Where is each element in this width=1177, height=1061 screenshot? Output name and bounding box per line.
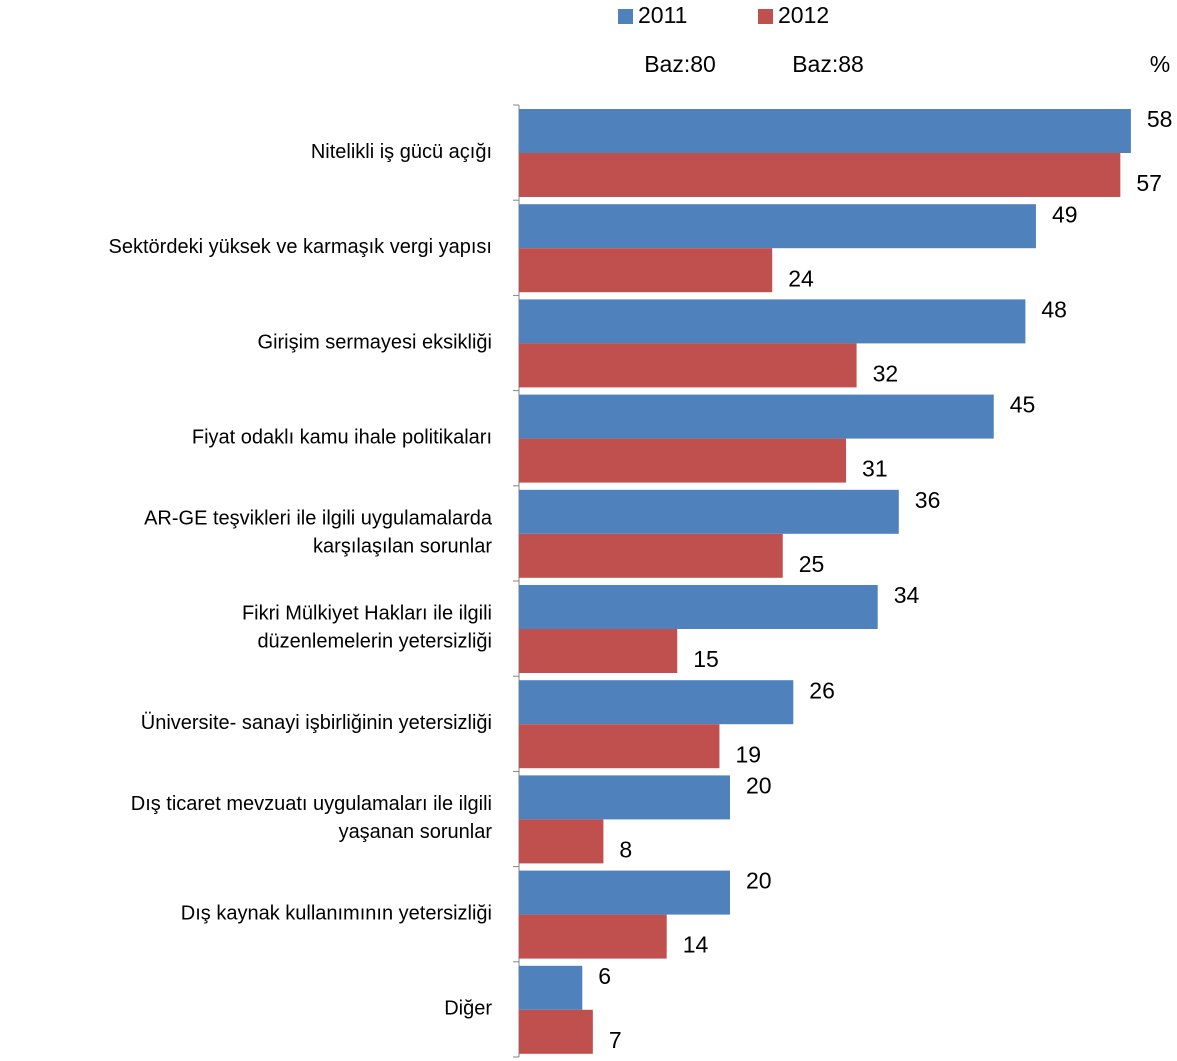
bar	[519, 343, 857, 388]
value-label: 25	[799, 551, 825, 577]
value-label: 14	[683, 932, 709, 958]
bar	[519, 1009, 593, 1054]
value-label: 32	[873, 360, 899, 386]
legend-swatch	[758, 9, 773, 24]
value-label: 48	[1041, 296, 1067, 322]
bar	[519, 489, 899, 534]
category-label: Dış ticaret mevzuatı uygulamaları ile il…	[131, 793, 493, 843]
bar	[519, 775, 730, 820]
category-label: Dış kaynak kullanımının yetersizliği	[181, 902, 492, 924]
bar	[519, 680, 794, 725]
bar	[519, 914, 667, 959]
bar	[519, 629, 678, 673]
value-label: 15	[693, 646, 719, 672]
category-label: Nitelikli iş gücü açığı	[311, 141, 492, 163]
bar	[519, 109, 1131, 153]
bar	[519, 153, 1121, 197]
bar	[519, 870, 730, 915]
value-label: 7	[609, 1027, 622, 1053]
bar	[519, 204, 1036, 249]
category-label: Sektördeki yüksek ve karmaşık vergi yapı…	[109, 236, 492, 258]
value-label: 45	[1010, 392, 1036, 418]
category-label: Fikri Mülkiyet Hakları ile ilgili düzenle…	[242, 603, 492, 653]
bar	[519, 533, 783, 578]
legend-swatch	[618, 9, 633, 24]
bar	[519, 299, 1026, 344]
unit-label: %	[1150, 51, 1170, 77]
bar	[519, 394, 994, 439]
value-label: 31	[862, 456, 888, 482]
bar	[519, 819, 604, 864]
category-label: Üniversite- sanayi işbirliğinin yetersiz…	[141, 712, 492, 734]
category-label: Fiyat odaklı kamu ihale politikaları	[192, 426, 492, 448]
value-label: 20	[746, 772, 772, 798]
value-label: 58	[1147, 106, 1173, 132]
legend-label: 2011	[638, 2, 687, 28]
bar	[519, 248, 773, 293]
value-label: 57	[1136, 170, 1162, 196]
value-label: 6	[598, 963, 611, 989]
value-label: 20	[746, 868, 772, 894]
value-label: 49	[1052, 201, 1078, 227]
value-label: 36	[915, 487, 941, 513]
legend-label: 2012	[778, 2, 829, 28]
category-label: Diğer	[444, 998, 492, 1020]
category-label: AR-GE teşvikleri ile ilgili uygulamalard…	[144, 508, 493, 558]
value-label: 24	[788, 265, 814, 291]
value-label: 8	[619, 836, 632, 862]
bar	[519, 965, 583, 1010]
bar	[519, 438, 847, 483]
bar	[519, 585, 878, 629]
value-label: 26	[809, 677, 835, 703]
value-label: 34	[894, 582, 920, 608]
base-label: Baz:88	[792, 51, 864, 77]
value-label: 19	[735, 741, 761, 767]
category-label: Girişim sermayesi eksikliği	[258, 331, 492, 353]
base-label: Baz:80	[644, 51, 716, 77]
bar	[519, 724, 720, 769]
